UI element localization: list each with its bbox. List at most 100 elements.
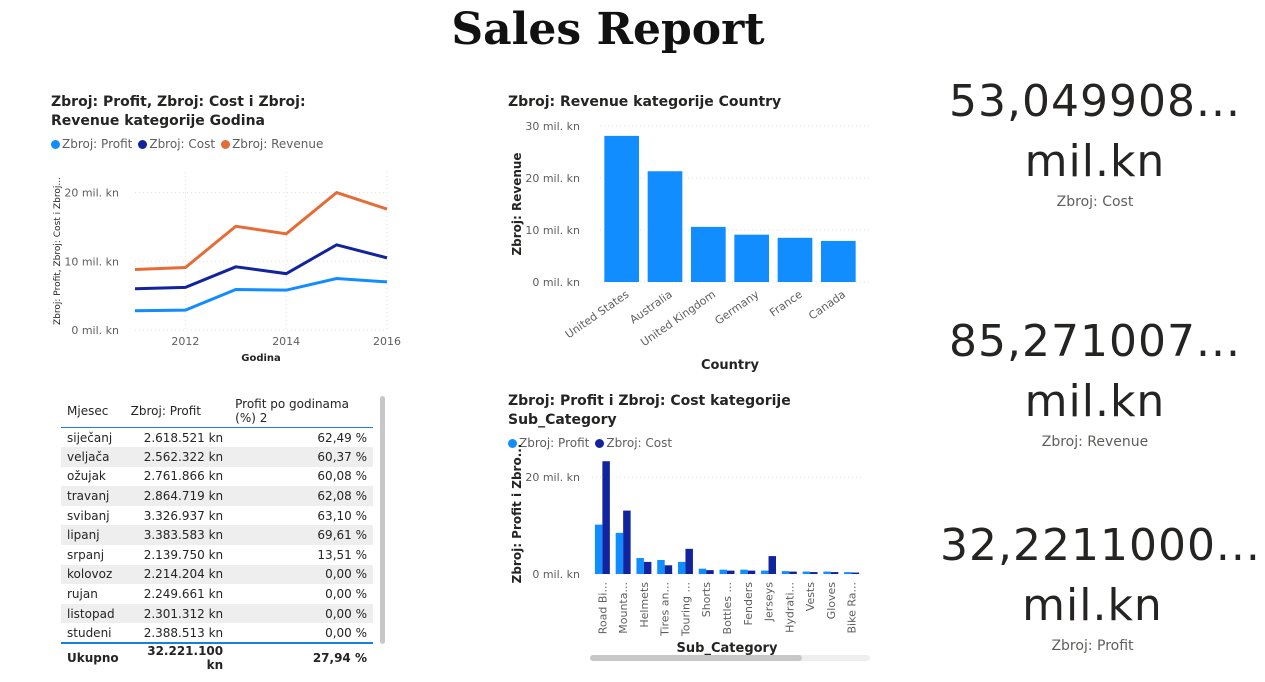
total-label: Ukupno: [61, 642, 125, 673]
header-mjesec[interactable]: Mjesec: [61, 395, 125, 428]
legend-item-sub-cost[interactable]: Zbroj: Cost: [595, 436, 672, 450]
subcat-bar-visual[interactable]: Zbroj: Profit i Zbroj: Cost kategorije S…: [508, 392, 878, 450]
cell-profit: 2.214.204 kn: [124, 564, 230, 585]
cell-profit: 3.326.937 kn: [143, 508, 224, 523]
bar-profit[interactable]: [823, 571, 831, 574]
country-bar-title: Zbroj: Revenue kategorije Country: [508, 94, 782, 110]
bar-cost[interactable]: [706, 570, 714, 574]
country-bar-visual[interactable]: Zbroj: Revenue kategorije Country: [508, 93, 868, 112]
bar-cost[interactable]: [830, 572, 839, 574]
table-row[interactable]: veljača 2.562.322 kn 60,37 %: [61, 447, 373, 467]
bar[interactable]: [777, 237, 813, 282]
profit-table: Mjesec Zbroj: Profit Profit po godinama …: [61, 395, 373, 673]
bar[interactable]: [647, 171, 683, 282]
card-revenue-value-line1: 85,271007...: [949, 316, 1241, 367]
table-row[interactable]: lipanj 3.383.583 kn 69,61 %: [61, 525, 373, 546]
bar[interactable]: [734, 234, 769, 282]
table-row[interactable]: rujan 2.249.661 kn 0,00 %: [61, 584, 373, 604]
bar-profit[interactable]: [594, 524, 603, 574]
y-axis-title: Zbroj: Profit i Zbro...: [510, 445, 524, 583]
card-revenue[interactable]: 85,271007... mil.kn Zbroj: Revenue: [945, 312, 1245, 450]
table-scrollbar[interactable]: [380, 396, 385, 644]
bar-profit[interactable]: [719, 569, 727, 574]
bar-cost[interactable]: [851, 572, 860, 574]
legend-item-sub-profit[interactable]: Zbroj: Profit: [508, 436, 589, 450]
table-row[interactable]: travanj 2.864.719 kn 62,08 %: [61, 486, 373, 506]
bar-cost[interactable]: [810, 572, 818, 574]
x-tick-label: Road Bi...: [596, 582, 609, 634]
x-tick-label: 2016: [373, 335, 401, 348]
cell-profit: 2.139.750 kn: [143, 547, 224, 562]
series-line-0[interactable]: [134, 276, 388, 313]
cell-profit: 3.383.583 kn: [124, 525, 230, 546]
subcat-scrollbar-thumb[interactable]: [590, 655, 802, 661]
bar-profit[interactable]: [802, 571, 811, 574]
x-tick-label: Tires an...: [659, 582, 672, 637]
header-profit-pct[interactable]: Profit po godinama (%) 2: [229, 395, 373, 428]
table-row[interactable]: srpanj 2.139.750 kn 13,51 %: [61, 545, 373, 565]
cell-profit-pct: 0,00 %: [229, 603, 373, 624]
cell-profit: 2.301.312 kn: [124, 603, 230, 624]
cell-profit-pct: 13,51 %: [317, 547, 367, 562]
legend-label-sub-profit: Zbroj: Profit: [519, 436, 590, 450]
bar-profit[interactable]: [636, 558, 644, 574]
legend-dot-cost: [138, 139, 148, 149]
table-header-row: Mjesec Zbroj: Profit Profit po godinama …: [61, 395, 373, 428]
bar-cost[interactable]: [768, 556, 777, 574]
bar[interactable]: [691, 226, 726, 282]
cell-profit: 2.761.866 kn: [143, 469, 224, 484]
bar-cost[interactable]: [664, 565, 673, 574]
x-tick-label: United Kingdom: [638, 288, 718, 349]
table-row[interactable]: ožujak 2.761.866 kn 60,08 %: [61, 467, 373, 487]
card-cost[interactable]: 53,049908... mil.kn Zbroj: Cost: [945, 72, 1245, 210]
bar-profit[interactable]: [677, 561, 686, 574]
bar-profit[interactable]: [740, 569, 748, 574]
bar-cost[interactable]: [789, 571, 797, 574]
cell-month: lipanj: [61, 525, 125, 546]
bar-cost[interactable]: [747, 570, 756, 574]
bar-profit[interactable]: [698, 568, 707, 574]
bar-profit[interactable]: [615, 532, 624, 574]
table-row[interactable]: kolovoz 2.214.204 kn 0,00 %: [61, 564, 373, 585]
cell-month: kolovoz: [61, 564, 125, 585]
bar-profit[interactable]: [781, 571, 790, 574]
y-tick-label: 10 mil. kn: [525, 224, 580, 237]
x-tick-label: Canada: [806, 288, 848, 323]
bar[interactable]: [604, 135, 639, 282]
table-row[interactable]: siječanj 2.618.521 kn 62,49 %: [61, 428, 373, 448]
table-row[interactable]: listopad 2.301.312 kn 0,00 %: [61, 603, 373, 624]
legend-dot-revenue: [221, 139, 231, 149]
bar-profit[interactable]: [761, 570, 769, 574]
x-tick-label: Fenders: [742, 582, 755, 626]
cell-month: travanj: [61, 486, 125, 506]
cell-month: veljača: [61, 447, 125, 467]
bar-cost[interactable]: [643, 561, 652, 574]
bar-cost[interactable]: [602, 461, 610, 574]
legend-item-cost[interactable]: Zbroj: Cost: [138, 137, 215, 151]
x-tick-label: Hydrati...: [783, 582, 796, 633]
cell-month: rujan: [67, 587, 98, 602]
profit-table-visual[interactable]: Mjesec Zbroj: Profit Profit po godinama …: [61, 395, 373, 673]
x-axis-title: Sub_Category: [677, 641, 778, 656]
bar[interactable]: [821, 240, 856, 282]
cell-profit-pct: 0,00 %: [325, 625, 367, 640]
bar-cost[interactable]: [623, 510, 631, 574]
card-profit[interactable]: 32,2211000... mil.kn Zbroj: Profit: [940, 516, 1260, 654]
bar-profit[interactable]: [657, 559, 665, 574]
legend-item-profit[interactable]: Zbroj: Profit: [51, 137, 132, 151]
bar-cost[interactable]: [727, 570, 735, 574]
line-chart-visual[interactable]: Zbroj: Profit, Zbroj: Cost i Zbroj: Reve…: [51, 93, 411, 373]
line-chart-legend: Zbroj: Profit Zbroj: Cost Zbroj: Revenue: [51, 137, 411, 151]
legend-item-revenue[interactable]: Zbroj: Revenue: [221, 137, 323, 151]
cell-month: studeni: [67, 625, 112, 640]
series-line-1[interactable]: [134, 243, 388, 291]
table-row[interactable]: studeni 2.388.513 kn 0,00 %: [61, 623, 373, 643]
legend-label-sub-cost: Zbroj: Cost: [606, 436, 673, 450]
x-tick-label: United States: [563, 288, 632, 342]
bar-profit[interactable]: [844, 572, 852, 574]
series-line-2[interactable]: [134, 190, 388, 272]
bar-cost[interactable]: [685, 548, 693, 574]
x-tick-label: Bike Ra...: [846, 582, 859, 633]
table-row[interactable]: svibanj 3.326.937 kn 63,10 %: [61, 506, 373, 526]
header-profit[interactable]: Zbroj: Profit: [124, 395, 230, 428]
